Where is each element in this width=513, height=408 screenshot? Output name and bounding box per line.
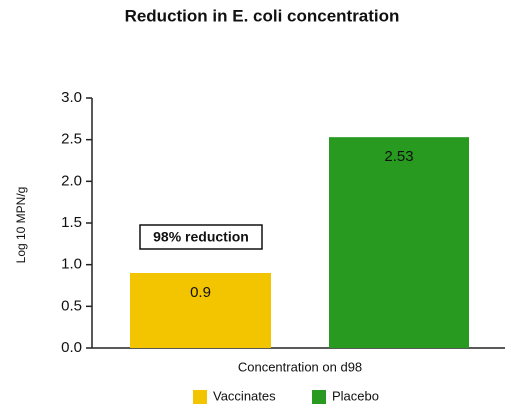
legend-label: Placebo [332,388,379,403]
y-axis-label: Log 10 MPN/g [14,187,28,264]
y-tick-label: 1.5 [61,214,82,231]
value-label: 0.9 [190,284,211,301]
y-tick-label: 1.0 [61,256,82,273]
y-tick-label: 2.5 [61,131,82,148]
chart-title: Reduction in E. coli concentration [125,6,400,25]
legend-swatch [193,390,207,404]
value-label: 2.53 [384,148,413,165]
y-tick-label: 3.0 [61,89,82,106]
y-tick-label: 2.0 [61,172,82,189]
annotation-box [139,224,263,250]
legend-swatch [312,390,326,404]
y-tick-label: 0.5 [61,297,82,314]
x-axis-label: Concentration on d98 [238,359,362,374]
bar [130,273,271,348]
annotation: 98% reduction [153,229,249,245]
legend-label: Vaccinates [213,388,276,403]
y-tick-label: 0.0 [61,339,82,356]
bar [329,137,469,348]
